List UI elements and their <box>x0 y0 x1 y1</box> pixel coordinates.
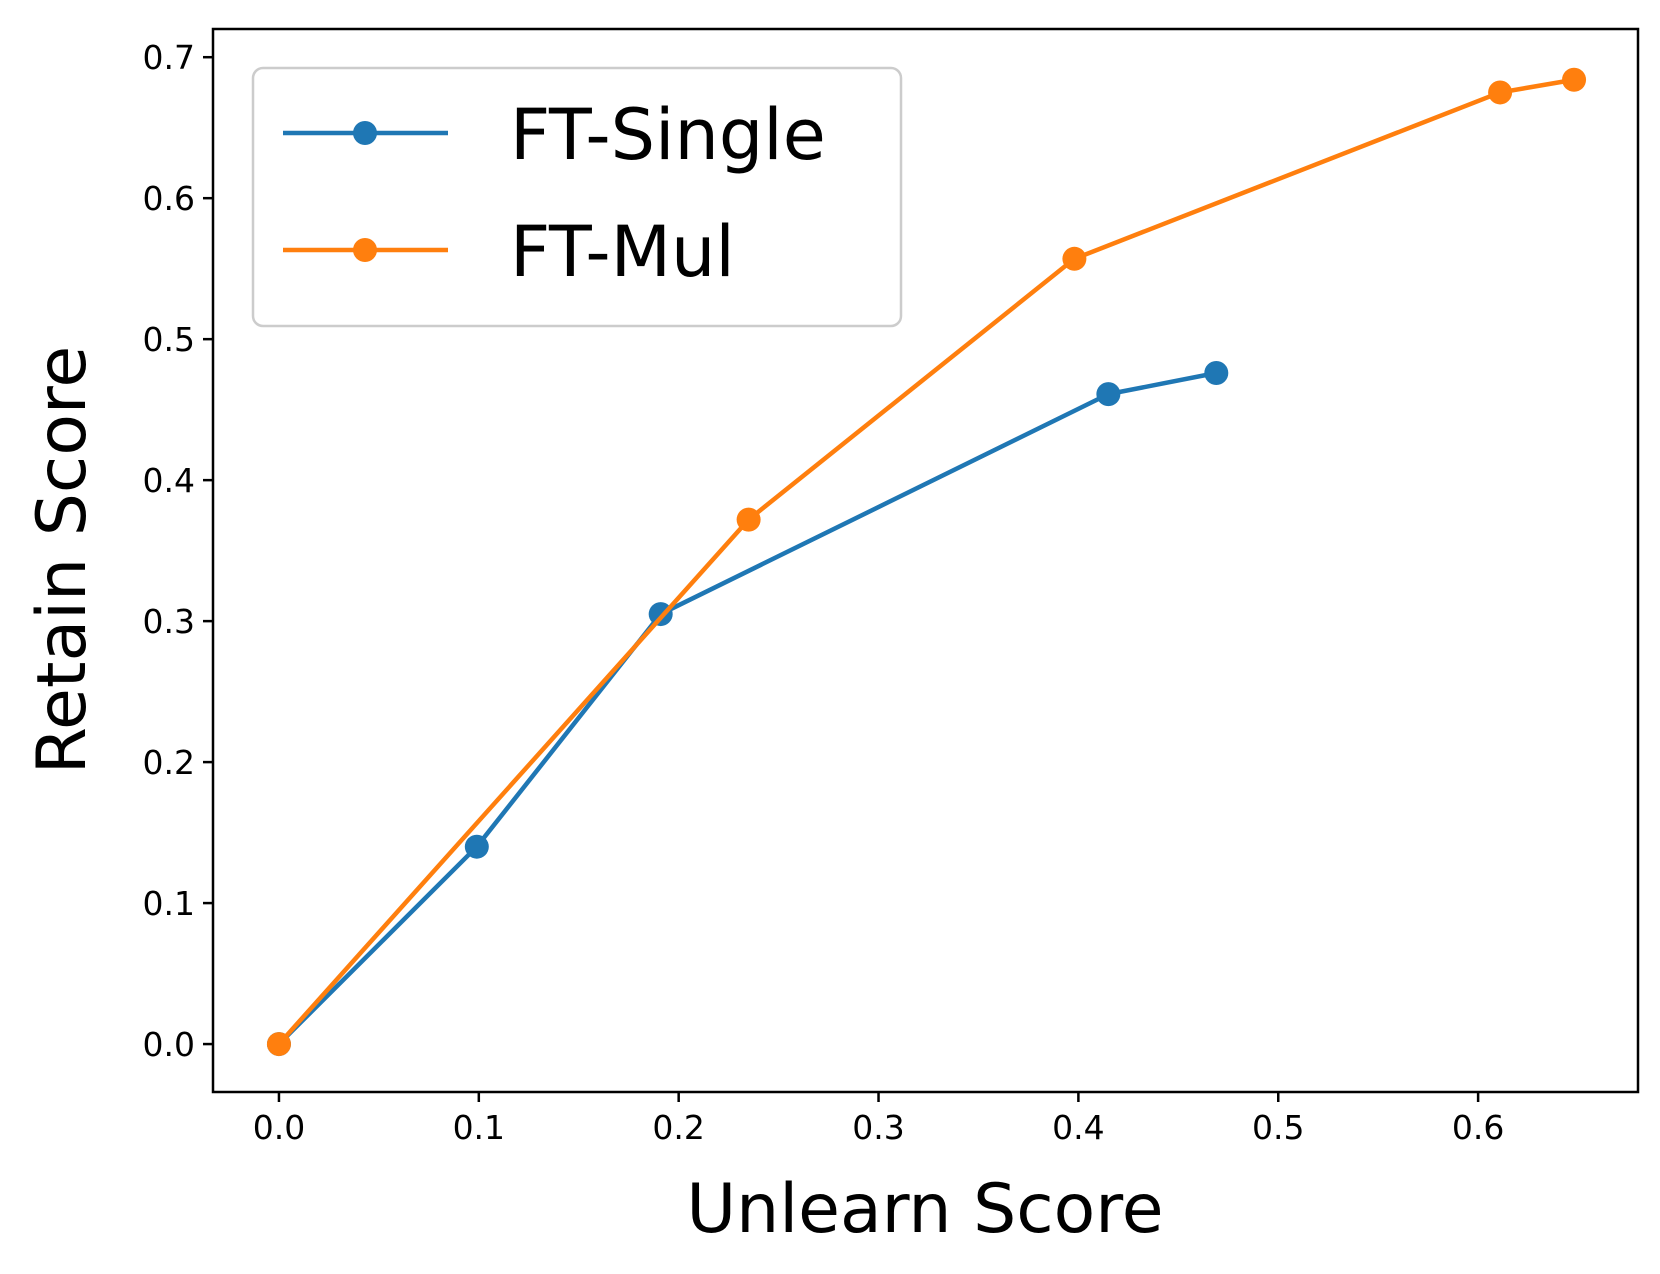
data-point-ft-mul <box>266 1032 291 1057</box>
data-point-ft-mul <box>1062 246 1087 271</box>
y-tick-label: 0.4 <box>143 461 195 500</box>
legend-entry-ft-mul: FT-Mul <box>283 211 735 293</box>
legend-entry-ft-single: FT-Single <box>283 94 826 176</box>
y-tick-label: 0.2 <box>143 743 195 782</box>
x-tick-label: 0.1 <box>453 1108 505 1147</box>
x-axis-label: Unlearn Score <box>686 1170 1163 1249</box>
series-ft-mul <box>266 67 1587 1057</box>
data-point-ft-single <box>464 834 489 859</box>
legend-label-ft-mul: FT-Mul <box>510 211 735 293</box>
y-tick-label: 0.0 <box>143 1025 195 1064</box>
x-tick-label: 0.3 <box>852 1108 904 1147</box>
x-tick-label: 0.4 <box>1052 1108 1104 1147</box>
y-tick-label: 0.6 <box>143 179 195 218</box>
x-tick-label: 0.0 <box>253 1108 305 1147</box>
y-axis-ticks: 0.0 0.1 0.2 0.3 0.4 0.5 0.6 0.7 <box>143 38 213 1064</box>
y-axis-label: Retain Score <box>23 346 102 774</box>
y-tick-label: 0.1 <box>143 884 195 923</box>
data-point-ft-mul <box>1562 67 1587 92</box>
legend-marker-ft-single <box>353 121 377 145</box>
x-axis-ticks: 0.0 0.1 0.2 0.3 0.4 0.5 0.6 <box>253 1092 1504 1147</box>
x-tick-label: 0.5 <box>1252 1108 1304 1147</box>
data-point-ft-single <box>1204 360 1229 385</box>
data-point-ft-single <box>1096 382 1121 407</box>
x-tick-label: 0.2 <box>652 1108 704 1147</box>
legend: FT-Single FT-Mul <box>251 66 903 328</box>
series-layer <box>266 67 1587 1057</box>
y-tick-label: 0.7 <box>143 38 195 77</box>
legend-label-ft-single: FT-Single <box>510 94 826 176</box>
legend-marker-ft-mul <box>353 238 377 262</box>
y-tick-label: 0.3 <box>143 602 195 641</box>
y-tick-label: 0.5 <box>143 320 195 359</box>
data-point-ft-mul <box>1488 80 1513 105</box>
data-point-ft-mul <box>736 507 761 532</box>
x-tick-label: 0.6 <box>1452 1108 1504 1147</box>
